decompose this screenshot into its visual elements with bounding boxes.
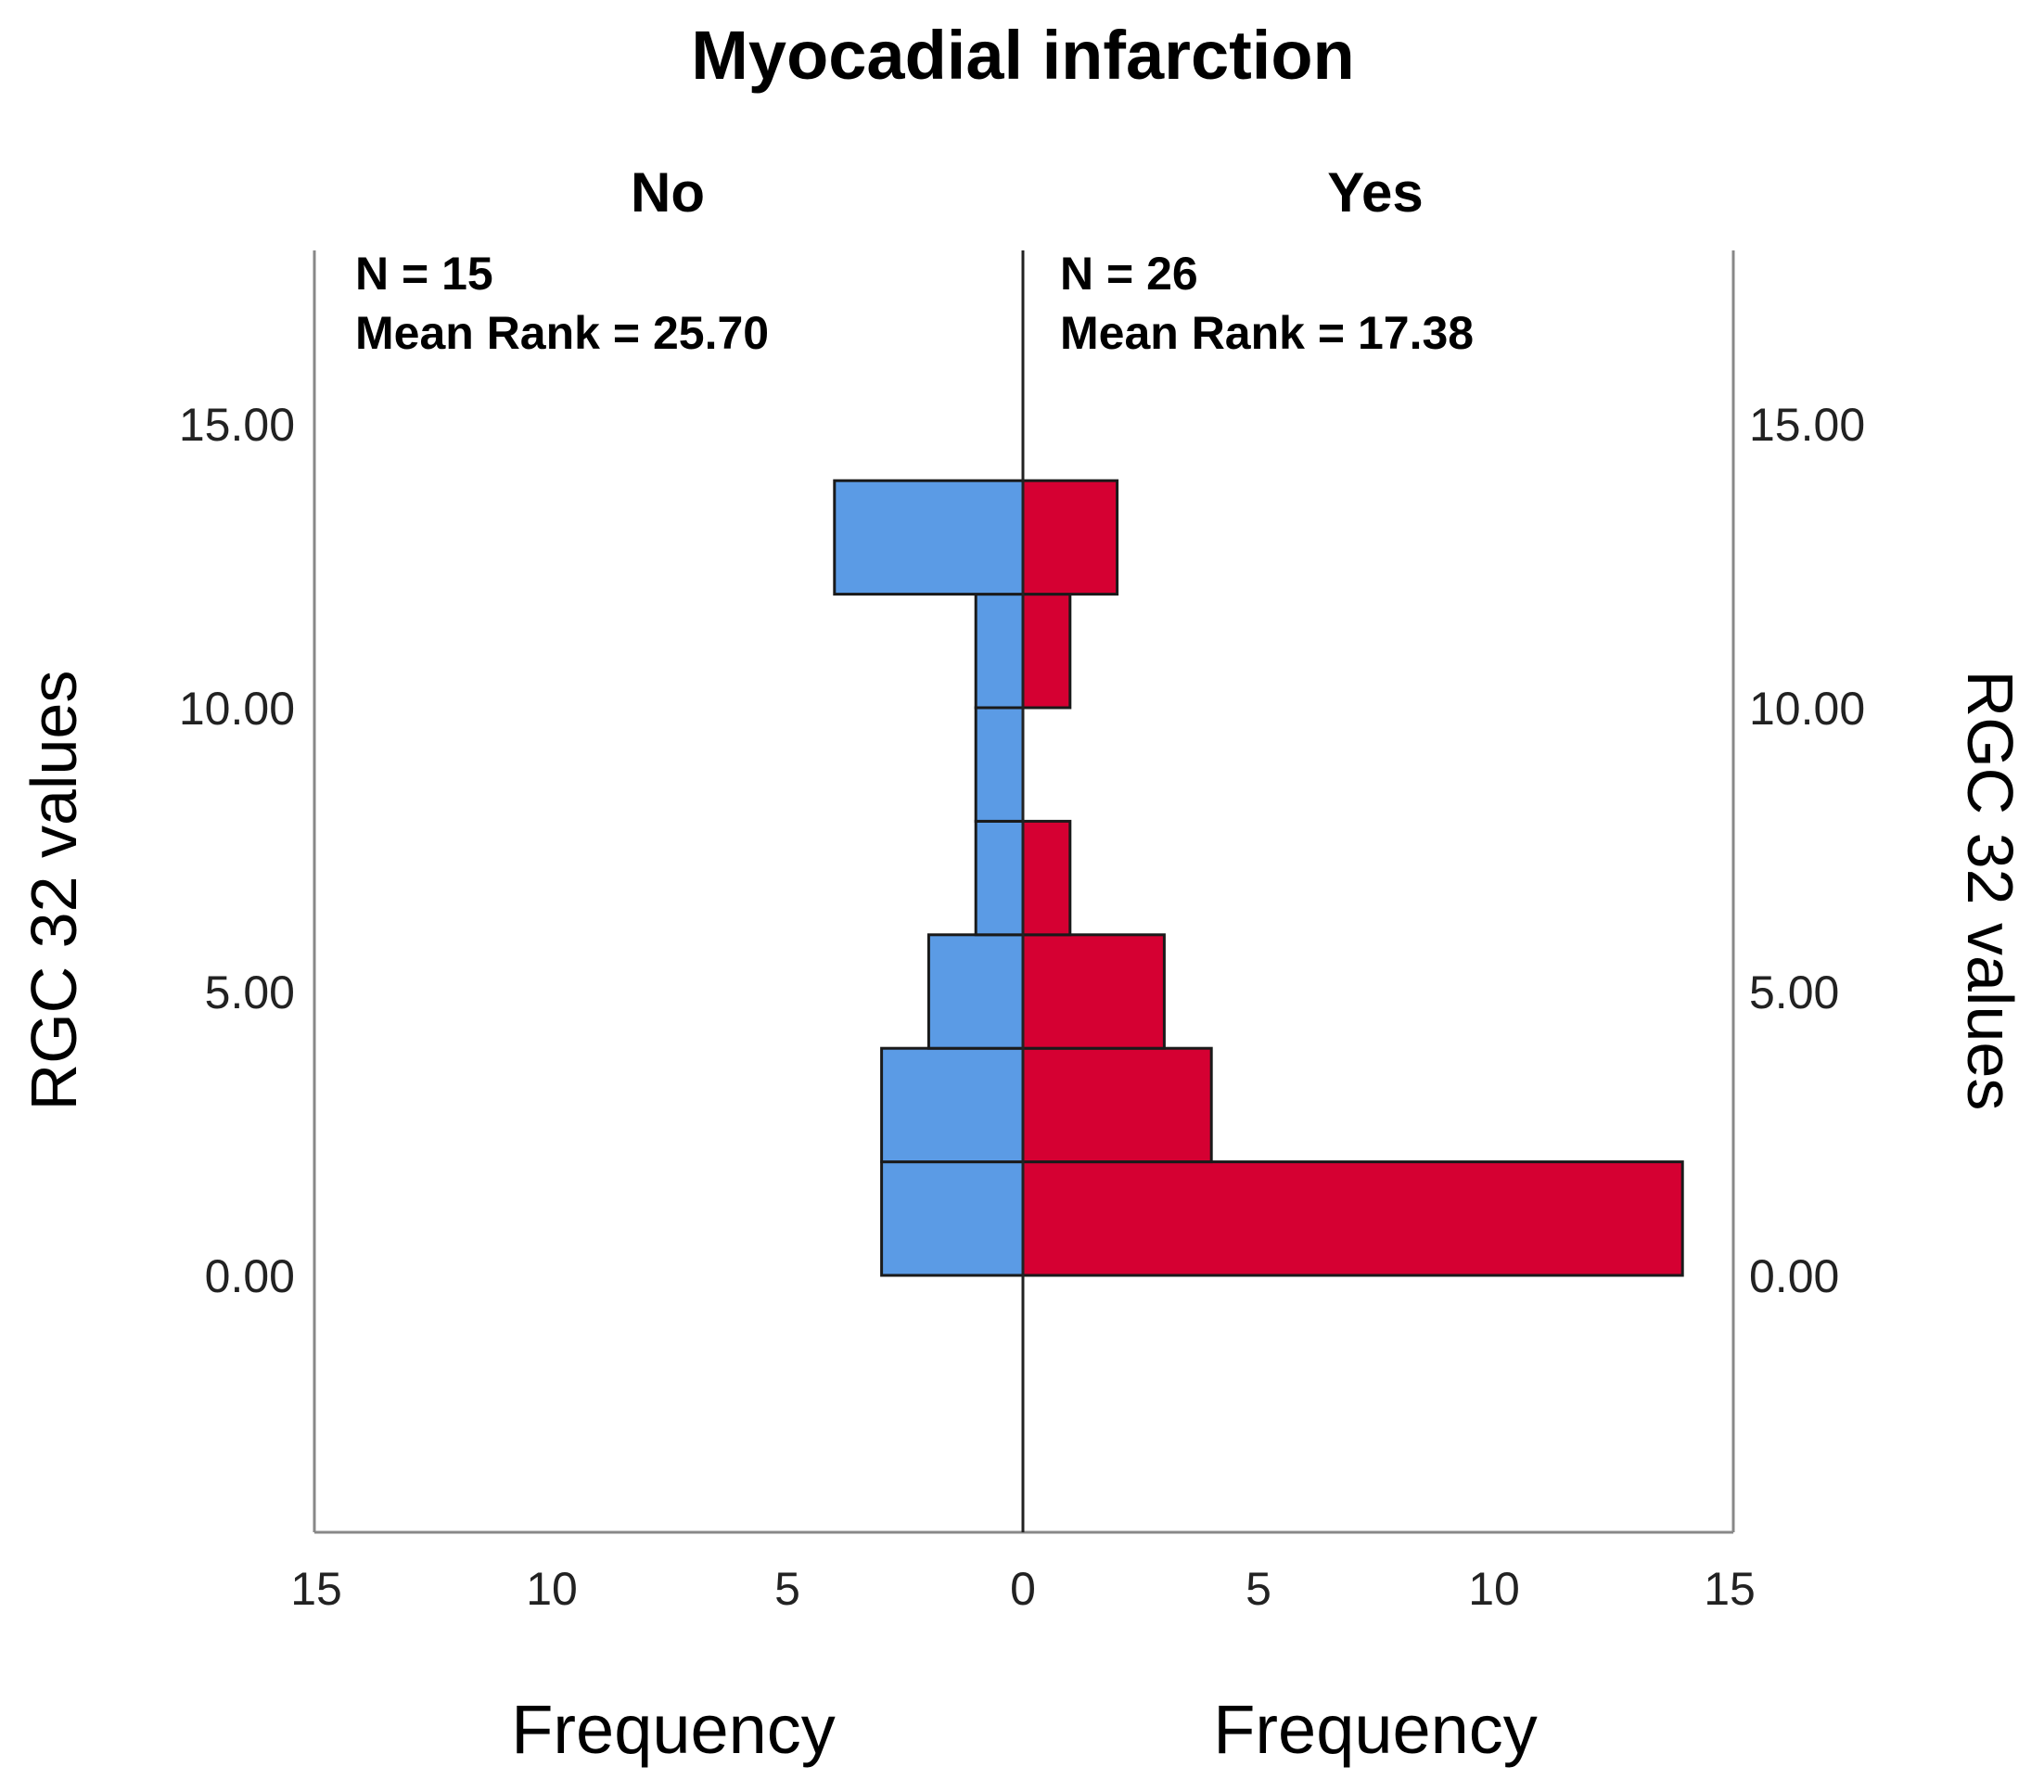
x-axis-label-no: Frequency: [511, 1691, 836, 1768]
bar-no-2-4: [880, 1046, 1025, 1164]
x-tick: 15: [290, 1563, 342, 1615]
x-axis-label-yes: Frequency: [1213, 1691, 1538, 1768]
bar-yes-0-2: [1021, 1160, 1684, 1277]
y-tick-left: 10.00: [179, 683, 295, 735]
y-axis-label-right: RGC 32 values: [1954, 671, 2026, 1111]
y-tick-left: 5.00: [205, 966, 295, 1018]
panel-title-yes: Yes: [1327, 161, 1423, 224]
histogram-bars: [833, 479, 1684, 1277]
x-tick: 5: [1246, 1563, 1271, 1615]
x-tick: 0: [1010, 1563, 1036, 1615]
chart-title: Myocadial infarction: [691, 17, 1354, 94]
x-tick: 15: [1704, 1563, 1756, 1615]
bar-no-4-6: [926, 933, 1025, 1050]
y-tick-right: 15.00: [1749, 399, 1865, 451]
bar-no-0-2: [880, 1160, 1025, 1277]
x-tick: 5: [774, 1563, 800, 1615]
mean-rank-label-yes: Mean Rank = 17.38: [1060, 307, 1474, 359]
bar-no-6-8: [974, 819, 1025, 937]
n-label-yes: N = 26: [1060, 248, 1198, 300]
y-ticks-right: 0.00 5.00 10.00 15.00: [1749, 399, 1865, 1302]
bar-no-8-10: [974, 706, 1025, 823]
bar-yes-2-4: [1021, 1046, 1213, 1164]
mean-rank-label-no: Mean Rank = 25.70: [355, 307, 769, 359]
y-axis-label-left: RGC 32 values: [18, 671, 90, 1111]
x-ticks: 15 10 5 0 5 10 15: [290, 1563, 1756, 1615]
y-tick-right: 5.00: [1749, 966, 1839, 1018]
y-tick-left: 15.00: [179, 399, 295, 451]
bar-no-12-14: [833, 479, 1025, 596]
bar-yes-6-8: [1021, 819, 1072, 937]
bar-no-10-12: [974, 593, 1025, 710]
y-tick-right: 10.00: [1749, 683, 1865, 735]
y-tick-left: 0.00: [205, 1250, 295, 1302]
bar-yes-10-12: [1021, 593, 1072, 710]
n-label-no: N = 15: [355, 248, 493, 300]
y-ticks-left: 0.00 5.00 10.00 15.00: [179, 399, 295, 1302]
bar-yes-12-14: [1021, 479, 1119, 596]
x-tick: 10: [1468, 1563, 1520, 1615]
x-tick: 10: [526, 1563, 578, 1615]
bar-yes-4-6: [1021, 933, 1166, 1050]
panel-title-no: No: [631, 161, 705, 224]
y-tick-right: 0.00: [1749, 1250, 1839, 1302]
